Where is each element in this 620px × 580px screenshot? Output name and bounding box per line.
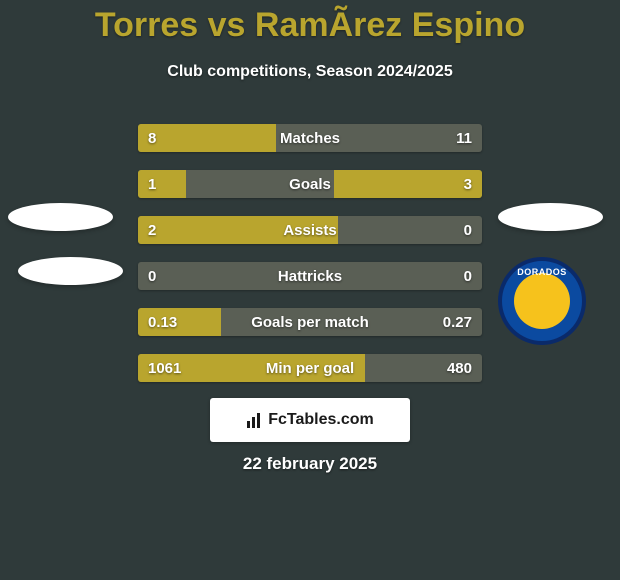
stat-left-value: 1 xyxy=(148,170,156,198)
stat-left-segment xyxy=(138,124,276,152)
stat-left-value: 8 xyxy=(148,124,156,152)
stat-left-value: 2 xyxy=(148,216,156,244)
stat-left-segment xyxy=(138,170,186,198)
bars-icon xyxy=(246,411,264,429)
comparison-infographic: Torres vs RamÃ­rez Espino Club competiti… xyxy=(0,0,620,580)
comparison-bars: Matches811Goals13Assists20Hattricks00Goa… xyxy=(138,124,482,400)
stat-right-value: 3 xyxy=(464,170,472,198)
crest-text: DORADOS xyxy=(502,267,582,277)
stat-label: Hattricks xyxy=(138,262,482,290)
stat-right-value: 480 xyxy=(447,354,472,382)
stat-row: Min per goal1061480 xyxy=(138,354,482,382)
source-badge: FcTables.com xyxy=(210,398,410,442)
subtitle: Club competitions, Season 2024/2025 xyxy=(0,63,620,81)
right-badge-1 xyxy=(498,203,603,231)
source-logo: FcTables.com xyxy=(246,411,374,429)
left-badge-1 xyxy=(8,203,113,231)
date-line: 22 february 2025 xyxy=(0,454,620,474)
stat-left-value: 1061 xyxy=(148,354,181,382)
stat-row: Hattricks0 0 xyxy=(138,262,482,290)
stat-right-value: 11 xyxy=(456,124,472,152)
stat-left-segment xyxy=(138,216,338,244)
stat-right-value: 0.27 xyxy=(443,308,472,336)
stat-row: Goals13 xyxy=(138,170,482,198)
stat-right-segment xyxy=(334,170,482,198)
right-club-crest: DORADOS xyxy=(498,257,586,345)
stat-row: Matches811 xyxy=(138,124,482,152)
crest-inner-circle xyxy=(514,273,570,329)
left-badge-2 xyxy=(18,257,123,285)
stat-right-value: 0 xyxy=(464,216,472,244)
stat-right-value: 0 xyxy=(464,262,472,290)
stat-row: Assists20 xyxy=(138,216,482,244)
stat-left-value: 0.13 xyxy=(148,308,177,336)
stat-row: Goals per match0.130.27 xyxy=(138,308,482,336)
stat-left-value: 0 xyxy=(148,262,156,290)
source-text: FcTables.com xyxy=(268,411,374,429)
page-title: Torres vs RamÃ­rez Espino xyxy=(0,0,620,45)
